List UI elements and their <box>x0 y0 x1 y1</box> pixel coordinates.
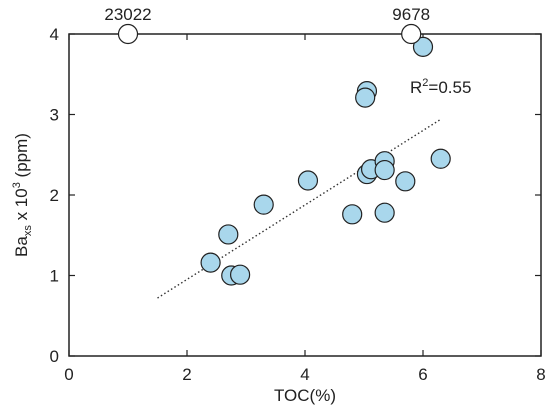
data-point <box>355 87 376 108</box>
data-point <box>253 194 274 215</box>
x-tick-label: 2 <box>182 365 191 384</box>
data-point <box>297 170 319 191</box>
y-axis-title-end: (ppm) <box>12 133 31 182</box>
trendline-group <box>157 118 442 299</box>
y-axis-title: Baxs x 103 (ppm) <box>11 133 34 257</box>
r-squared-sup: 2 <box>422 77 428 89</box>
outlier-label: 9678 <box>392 5 430 24</box>
y-tick-label: 3 <box>50 106 59 125</box>
r-squared-value: =0.55 <box>428 78 471 97</box>
outlier-label: 23022 <box>104 5 151 24</box>
data-point <box>200 252 221 273</box>
data-points <box>200 36 451 286</box>
y-axis-title-base: Ba <box>12 236 31 257</box>
y-axis-title-sub: xs <box>22 225 34 237</box>
data-point <box>218 224 239 245</box>
x-tick-label: 0 <box>64 365 73 384</box>
outlier-points: 23022 9678 <box>104 5 430 45</box>
r-squared-annotation: R2=0.55 <box>410 77 471 97</box>
data-point <box>374 159 395 181</box>
outlier-point <box>117 23 139 45</box>
x-tick-label: 6 <box>418 365 427 384</box>
y-axis-title-mid: x 10 <box>12 188 31 225</box>
x-axis-title: TOC(%) <box>274 386 336 405</box>
y-axis-title-sup: 3 <box>11 182 23 188</box>
data-point <box>412 36 434 57</box>
data-point <box>342 204 363 225</box>
y-tick-label: 4 <box>50 25 59 44</box>
trendline <box>157 118 442 299</box>
y-tick-label: 1 <box>50 267 59 286</box>
data-point <box>395 171 416 192</box>
y-tick-label: 2 <box>50 186 59 205</box>
r-squared-base: R <box>410 78 422 97</box>
x-tick-label: 8 <box>536 365 545 384</box>
outlier-point <box>401 23 422 45</box>
data-point <box>374 202 395 223</box>
data-point <box>230 264 251 285</box>
axis-ticks: 0 2 4 6 8 0 1 2 3 4 <box>50 25 546 384</box>
data-point <box>430 148 451 169</box>
y-tick-label: 0 <box>50 347 59 366</box>
x-tick-label: 4 <box>300 365 309 384</box>
